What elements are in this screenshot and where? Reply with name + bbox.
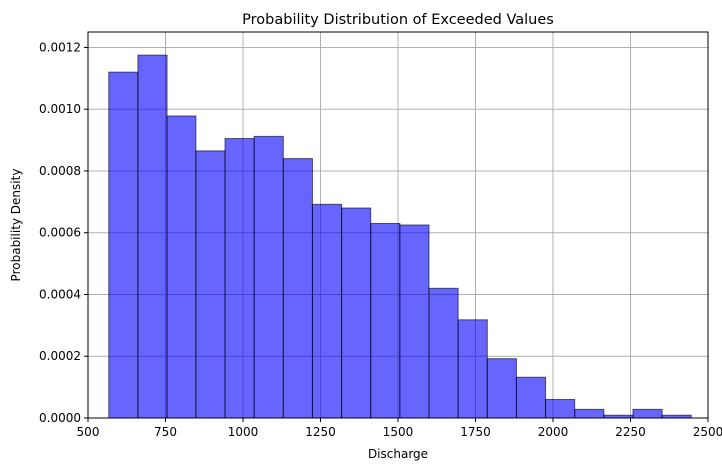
histogram-bar [137, 54, 168, 419]
histogram-bar [166, 115, 197, 419]
y-tick-label: 0.0008 [39, 164, 81, 178]
histogram-bar [486, 358, 517, 419]
histogram-bar [311, 203, 343, 419]
y-tick-label: 0.0012 [39, 40, 81, 54]
histogram-bar [515, 376, 547, 419]
y-tick-label: 0.0006 [39, 226, 81, 240]
histogram-bar [195, 150, 226, 419]
y-axis: 0.0000 0.0002 0.0004 0.0006 0.0008 0.0010 0.00… [39, 40, 88, 425]
y-tick-label: 0.0004 [39, 287, 81, 301]
histogram-bar [341, 207, 372, 419]
x-tick-label: 2250 [615, 425, 646, 439]
histogram-bar [545, 398, 576, 419]
x-axis-label: Discharge [368, 447, 428, 461]
x-tick-label: 1500 [383, 425, 414, 439]
histogram-bar [282, 158, 313, 419]
histogram-bar [399, 224, 430, 419]
histogram-bar [370, 222, 401, 419]
histogram-bar [428, 287, 459, 419]
x-axis: 500 750 1000 1250 1500 1750 2000 2250 2500 [77, 418, 722, 439]
histogram-bar [574, 408, 605, 419]
x-tick-label: 500 [77, 425, 100, 439]
histogram-bar [457, 319, 488, 419]
x-tick-label: 1000 [228, 425, 259, 439]
histogram-bar [108, 71, 139, 419]
x-tick-label: 2000 [538, 425, 569, 439]
y-tick-label: 0.0010 [39, 102, 81, 116]
histogram-bar [224, 138, 255, 419]
y-axis-label: Probability Density [9, 169, 23, 282]
x-tick-label: 1750 [460, 425, 491, 439]
y-tick-label: 0.0000 [39, 411, 81, 425]
chart-title: Probability Distribution of Exceeded Val… [242, 12, 554, 28]
histogram-bar [632, 408, 663, 419]
histogram-bar [253, 135, 284, 419]
y-tick-label: 0.0002 [39, 349, 81, 363]
bars [108, 54, 692, 419]
x-tick-label: 750 [154, 425, 177, 439]
x-tick-label: 1250 [305, 425, 336, 439]
x-tick-label: 2500 [693, 425, 722, 439]
